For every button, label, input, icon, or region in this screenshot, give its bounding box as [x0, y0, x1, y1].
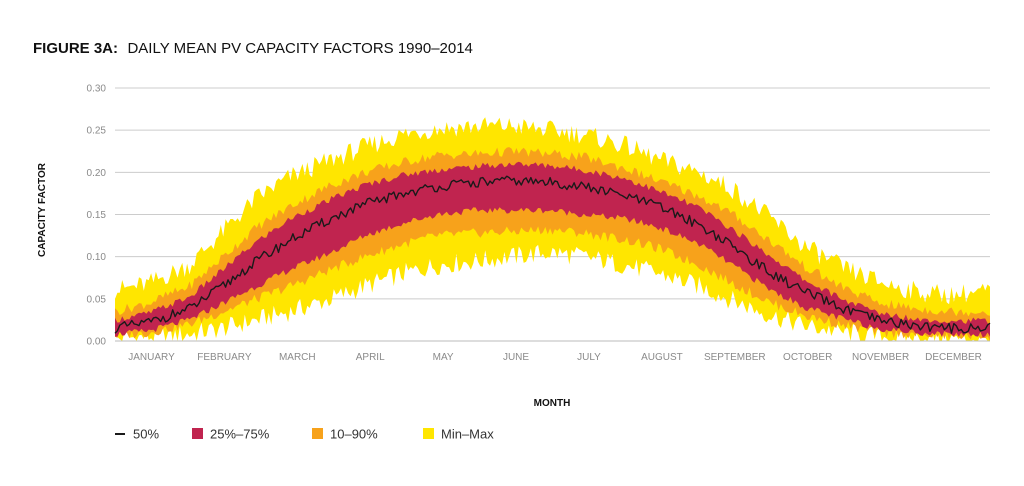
x-tick-label: MARCH: [279, 352, 316, 363]
legend-label: 25%–75%: [210, 427, 270, 442]
bands: [115, 117, 990, 341]
legend-item: 25%–75%: [192, 427, 270, 442]
legend-item: Min–Max: [423, 427, 494, 442]
x-tick-label: AUGUST: [641, 352, 683, 363]
legend-item: 10–90%: [312, 427, 378, 442]
y-tick-labels: 0.00 0.05 0.10 0.15 0.20 0.25 0.30: [87, 84, 107, 348]
x-tick-label: MAY: [433, 352, 454, 363]
legend-item: 50%: [115, 427, 159, 442]
median-line: [114, 175, 991, 334]
chart-title: FIGURE 3A: DAILY MEAN PV CAPACITY FACTOR…: [33, 40, 473, 57]
y-tick-label: 0.00: [87, 337, 107, 348]
median-line-group: [114, 175, 991, 334]
x-tick-label: JULY: [577, 352, 601, 363]
y-tick-label: 0.10: [87, 252, 107, 263]
legend-label: Min–Max: [441, 427, 494, 442]
y-tick-label: 0.30: [87, 84, 107, 95]
chart-title-text: DAILY MEAN PV CAPACITY FACTORS 1990–2014: [127, 40, 472, 57]
legend-swatch: [312, 428, 323, 439]
legend-swatch: [423, 428, 434, 439]
y-tick-label: 0.15: [87, 210, 107, 221]
y-tick-label: 0.05: [87, 294, 107, 305]
x-tick-label: NOVEMBER: [852, 352, 909, 363]
band-10-90-: [115, 147, 990, 341]
x-axis-title: MONTH: [534, 398, 571, 409]
x-tick-label: SEPTEMBER: [704, 352, 766, 363]
band-25-75-: [115, 161, 990, 338]
chart-title-prefix: FIGURE 3A:: [33, 40, 118, 57]
x-tick-label: APRIL: [356, 352, 385, 363]
x-tick-label: OCTOBER: [783, 352, 832, 363]
legend-label: 10–90%: [330, 427, 378, 442]
legend-label: 50%: [133, 427, 159, 442]
y-tick-label: 0.25: [87, 126, 107, 137]
x-tick-labels: JANUARY FEBRUARY MARCH APRIL MAY JUNE JULY AUGU…: [128, 352, 982, 363]
x-tick-label: FEBRUARY: [197, 352, 252, 363]
legend-swatch: [192, 428, 203, 439]
y-tick-label: 0.20: [87, 168, 107, 179]
x-tick-label: DECEMBER: [925, 352, 982, 363]
x-tick-label: JANUARY: [128, 352, 175, 363]
y-axis-title: CAPACITY FACTOR: [37, 162, 48, 257]
legend: 50% 25%–75% 10–90% Min–Max: [115, 427, 494, 442]
x-tick-label: JUNE: [503, 352, 529, 363]
